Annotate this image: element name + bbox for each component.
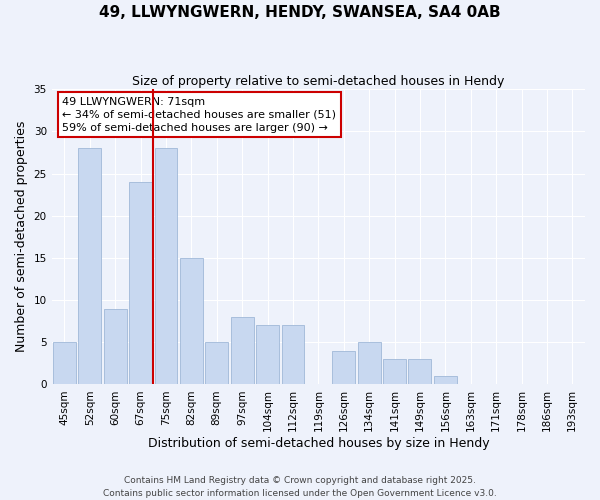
Bar [281, 326, 304, 384]
X-axis label: Distribution of semi-detached houses by size in Hendy: Distribution of semi-detached houses by … [148, 437, 489, 450]
Bar [231, 317, 254, 384]
Text: 49, LLWYNGWERN, HENDY, SWANSEA, SA4 0AB: 49, LLWYNGWERN, HENDY, SWANSEA, SA4 0AB [99, 5, 501, 20]
Title: Size of property relative to semi-detached houses in Hendy: Size of property relative to semi-detach… [132, 75, 505, 88]
Bar [53, 342, 76, 384]
Bar [205, 342, 228, 384]
Bar [358, 342, 380, 384]
Bar [434, 376, 457, 384]
Bar [332, 350, 355, 384]
Bar [79, 148, 101, 384]
Bar [409, 359, 431, 384]
Text: Contains HM Land Registry data © Crown copyright and database right 2025.
Contai: Contains HM Land Registry data © Crown c… [103, 476, 497, 498]
Bar [104, 308, 127, 384]
Bar [129, 182, 152, 384]
Bar [383, 359, 406, 384]
Y-axis label: Number of semi-detached properties: Number of semi-detached properties [15, 121, 28, 352]
Text: 49 LLWYNGWERN: 71sqm
← 34% of semi-detached houses are smaller (51)
59% of semi-: 49 LLWYNGWERN: 71sqm ← 34% of semi-detac… [62, 96, 337, 133]
Bar [155, 148, 178, 384]
Bar [256, 326, 279, 384]
Bar [180, 258, 203, 384]
